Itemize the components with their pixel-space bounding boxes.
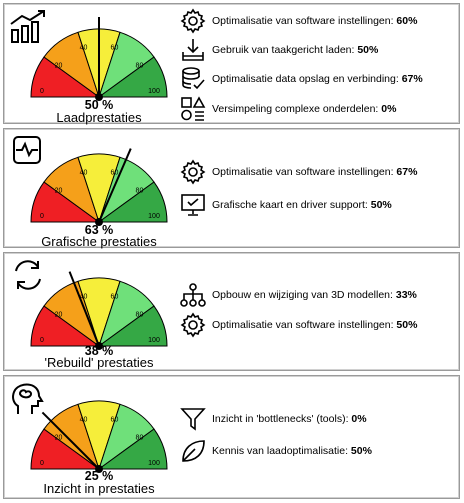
- gauge-needle: [68, 271, 100, 347]
- gauge-tick-label: 0: [40, 213, 44, 220]
- gauge-tick-label: 80: [136, 312, 144, 319]
- item-text: Optimalisatie data opslag en verbinding:: [212, 73, 402, 85]
- list-item: Versimpeling complexe onderdelen: 0%: [180, 96, 396, 122]
- gauge-tick-label: 100: [148, 460, 160, 467]
- gauge-hub: [95, 93, 103, 101]
- item-value: 60%: [396, 15, 418, 27]
- gauge-tick-label: 100: [148, 213, 160, 220]
- refresh-cycle-icon: [8, 257, 48, 293]
- gauge-chart: 0 20 40 60 80 100: [30, 400, 168, 473]
- gauge-needle: [41, 411, 100, 470]
- gauge-panel-inzicht: 0 20 40 60 80 100 25 % Inzicht in prestaties …: [3, 375, 460, 499]
- gauge-tick-label: 20: [55, 435, 63, 442]
- item-text: Kennis van laadoptimalisatie:: [212, 445, 351, 457]
- item-text: Optimalisatie van software instellingen:: [212, 166, 397, 178]
- gauge-label: Inzicht in prestaties: [43, 481, 155, 496]
- gauge-panel-rebuild: 0 20 40 60 80 100 38 % 'Rebuild' prestaties O…: [3, 252, 460, 371]
- gauge-tick-label: 40: [80, 44, 88, 51]
- gear-icon: [180, 8, 206, 34]
- item-text: Optimalisatie van software instellingen:: [212, 15, 397, 27]
- head-brain-icon: [8, 380, 48, 416]
- gauge-tick-label: 80: [136, 188, 144, 195]
- list-item: Opbouw en wijziging van 3D modellen: 33%: [180, 282, 417, 308]
- pulse-monitor-icon: [8, 133, 48, 169]
- gauge-label: Laadprestaties: [56, 110, 142, 125]
- gauge-percent: 38 %: [84, 344, 114, 358]
- item-value: 33%: [395, 289, 417, 301]
- item-text: Opbouw en wijziging van 3D modellen:: [212, 289, 396, 301]
- item-value: 50%: [357, 44, 379, 56]
- gauge-tick-label: 20: [55, 63, 63, 70]
- gauge-tick-label: 60: [111, 169, 119, 176]
- gauge-panel-grafische: 0 20 40 60 80 100 63 % Grafische prestaties O…: [3, 128, 460, 249]
- gauge-tick-label: 100: [148, 337, 160, 344]
- gauge-tick-label: 40: [80, 169, 88, 176]
- gear-icon: [180, 312, 206, 338]
- gauge-chart: 0 20 40 60 80 100: [30, 271, 168, 350]
- gauge-segment: [97, 56, 168, 98]
- list-item: Optimalisatie van software instellingen:…: [180, 312, 417, 338]
- hierarchy-icon: [180, 283, 206, 307]
- gauge-percent: 63 %: [84, 223, 114, 237]
- list-item: Optimalisatie van software instellingen:…: [180, 8, 417, 34]
- gauge-tick-label: 80: [136, 435, 144, 442]
- gauge-hub: [95, 218, 103, 226]
- item-text: Gebruik van taakgericht laden:: [212, 44, 358, 56]
- gauge-tick-label: 0: [40, 337, 44, 344]
- item-text: Versimpeling complexe onderdelen:: [212, 103, 382, 115]
- gauge-segment: [97, 305, 168, 347]
- list-item: Gebruik van taakgericht laden: 50%: [180, 37, 378, 63]
- download-tray-icon: [182, 39, 204, 61]
- gauge-hub: [95, 342, 103, 350]
- item-value: 0%: [381, 103, 397, 115]
- gauge-tick-label: 100: [148, 88, 160, 95]
- gauge-tick-label: 80: [136, 63, 144, 70]
- gear-icon: [180, 159, 206, 185]
- gauge-segment: [97, 181, 168, 223]
- gauge-percent: 50 %: [84, 98, 114, 112]
- leaf-icon: [182, 440, 205, 462]
- gauge-tick-label: 60: [111, 293, 119, 300]
- gauge-tick-label: 60: [111, 44, 119, 51]
- funnel-icon: [180, 408, 206, 431]
- gauge-label: Grafische prestaties: [41, 234, 157, 249]
- item-value: 67%: [396, 166, 418, 178]
- gauge-segment: [97, 428, 168, 470]
- item-value: 50%: [350, 445, 372, 457]
- list-item: Optimalisatie van software instellingen:…: [180, 159, 417, 185]
- gauge-panel-laadprestaties: 0 20 40 60 80 100 50 % Laadprestaties Optimal…: [3, 3, 460, 125]
- shapes-icon: [181, 96, 206, 121]
- gauge-tick-label: 40: [80, 293, 88, 300]
- item-value: 50%: [396, 319, 418, 331]
- item-text: Optimalisatie van software instellingen:: [212, 319, 397, 331]
- gauge-needle: [98, 148, 132, 223]
- gauge-tick-label: 20: [55, 312, 63, 319]
- monitor-check-icon: [181, 194, 205, 216]
- item-value: 50%: [370, 199, 392, 211]
- database-check-icon: [182, 67, 205, 90]
- gauge-percent: 25 %: [84, 469, 114, 483]
- list-item: Inzicht in 'bottlenecks' (tools): 0%: [180, 406, 367, 432]
- gauge-tick-label: 40: [80, 416, 88, 423]
- list-item: Grafische kaart en driver support: 50%: [180, 192, 392, 218]
- gauge-tick-label: 60: [111, 416, 119, 423]
- item-value: 0%: [351, 413, 367, 425]
- item-text: Inzicht in 'bottlenecks' (tools):: [212, 413, 352, 425]
- gauge-tick-label: 20: [55, 188, 63, 195]
- list-item: Optimalisatie data opslag en verbinding:…: [180, 66, 423, 92]
- gauge-tick-label: 0: [40, 88, 44, 95]
- item-text: Grafische kaart en driver support:: [212, 199, 371, 211]
- gauge-chart: 0 20 40 60 80 100: [30, 17, 168, 101]
- list-item: Kennis van laadoptimalisatie: 50%: [180, 438, 372, 464]
- item-value: 67%: [401, 73, 423, 85]
- bar-chart-trend-icon: [8, 8, 48, 44]
- gauge-chart: 0 20 40 60 80 100: [30, 148, 168, 226]
- gauge-tick-label: 0: [40, 460, 44, 467]
- gauge-hub: [95, 465, 103, 473]
- gauge-label: 'Rebuild' prestaties: [44, 355, 154, 370]
